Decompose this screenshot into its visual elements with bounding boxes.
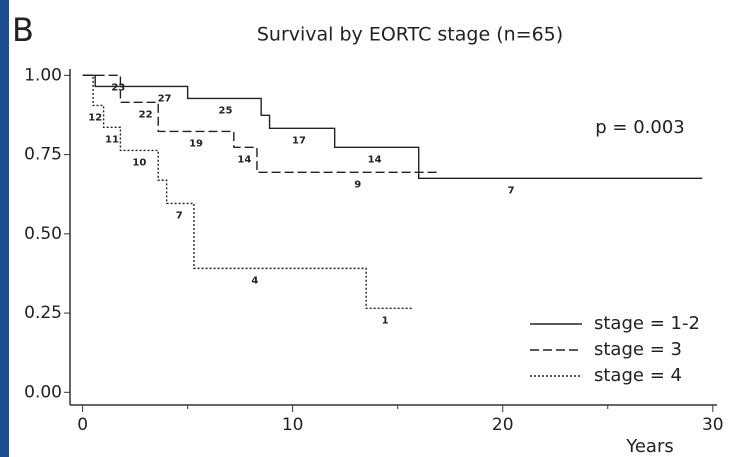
x-axis-label: Years (625, 436, 674, 457)
at-risk-label: 25 (218, 105, 232, 116)
survival-curve (82, 74, 440, 174)
at-risk-label: 23 (111, 82, 125, 93)
at-risk-label: 12 (88, 112, 102, 123)
at-risk-label: 19 (189, 138, 203, 149)
at-risk-label: 1 (382, 315, 389, 326)
legend-label: stage = 4 (594, 365, 682, 386)
at-risk-label: 7 (176, 210, 183, 221)
at-risk-label: 7 (508, 185, 515, 196)
x-tick-label: 0 (77, 415, 88, 435)
panel-label: B (12, 11, 34, 49)
y-tick-label: 0.75 (24, 145, 62, 165)
at-risk-label: 14 (368, 154, 382, 165)
x-tick-label: 30 (702, 415, 724, 435)
y-tick-label: 0.25 (24, 303, 62, 323)
at-risk-label: 17 (292, 135, 306, 146)
y-tick-label: 0.00 (24, 382, 62, 402)
at-risk-label: 9 (354, 179, 361, 190)
y-tick-label: 1.00 (24, 65, 62, 85)
x-tick-label: 10 (282, 415, 304, 435)
at-risk-label: 11 (105, 134, 119, 145)
chart-title: Survival by EORTC stage (n=65) (257, 24, 563, 46)
annotation: p = 0.003 (595, 117, 684, 138)
legend-label: stage = 1-2 (594, 313, 700, 334)
x-tick-label: 20 (492, 415, 514, 435)
legend-label: stage = 3 (594, 339, 682, 360)
y-tick-label: 0.50 (24, 224, 62, 244)
at-risk-label: 14 (237, 154, 251, 165)
at-risk-label: 4 (251, 275, 258, 286)
side-bar (0, 0, 9, 457)
at-risk-label: 22 (139, 109, 153, 120)
at-risk-label: 10 (132, 157, 146, 168)
survival-curve (82, 74, 413, 310)
survival-curve (82, 74, 703, 180)
at-risk-label: 27 (158, 93, 172, 104)
